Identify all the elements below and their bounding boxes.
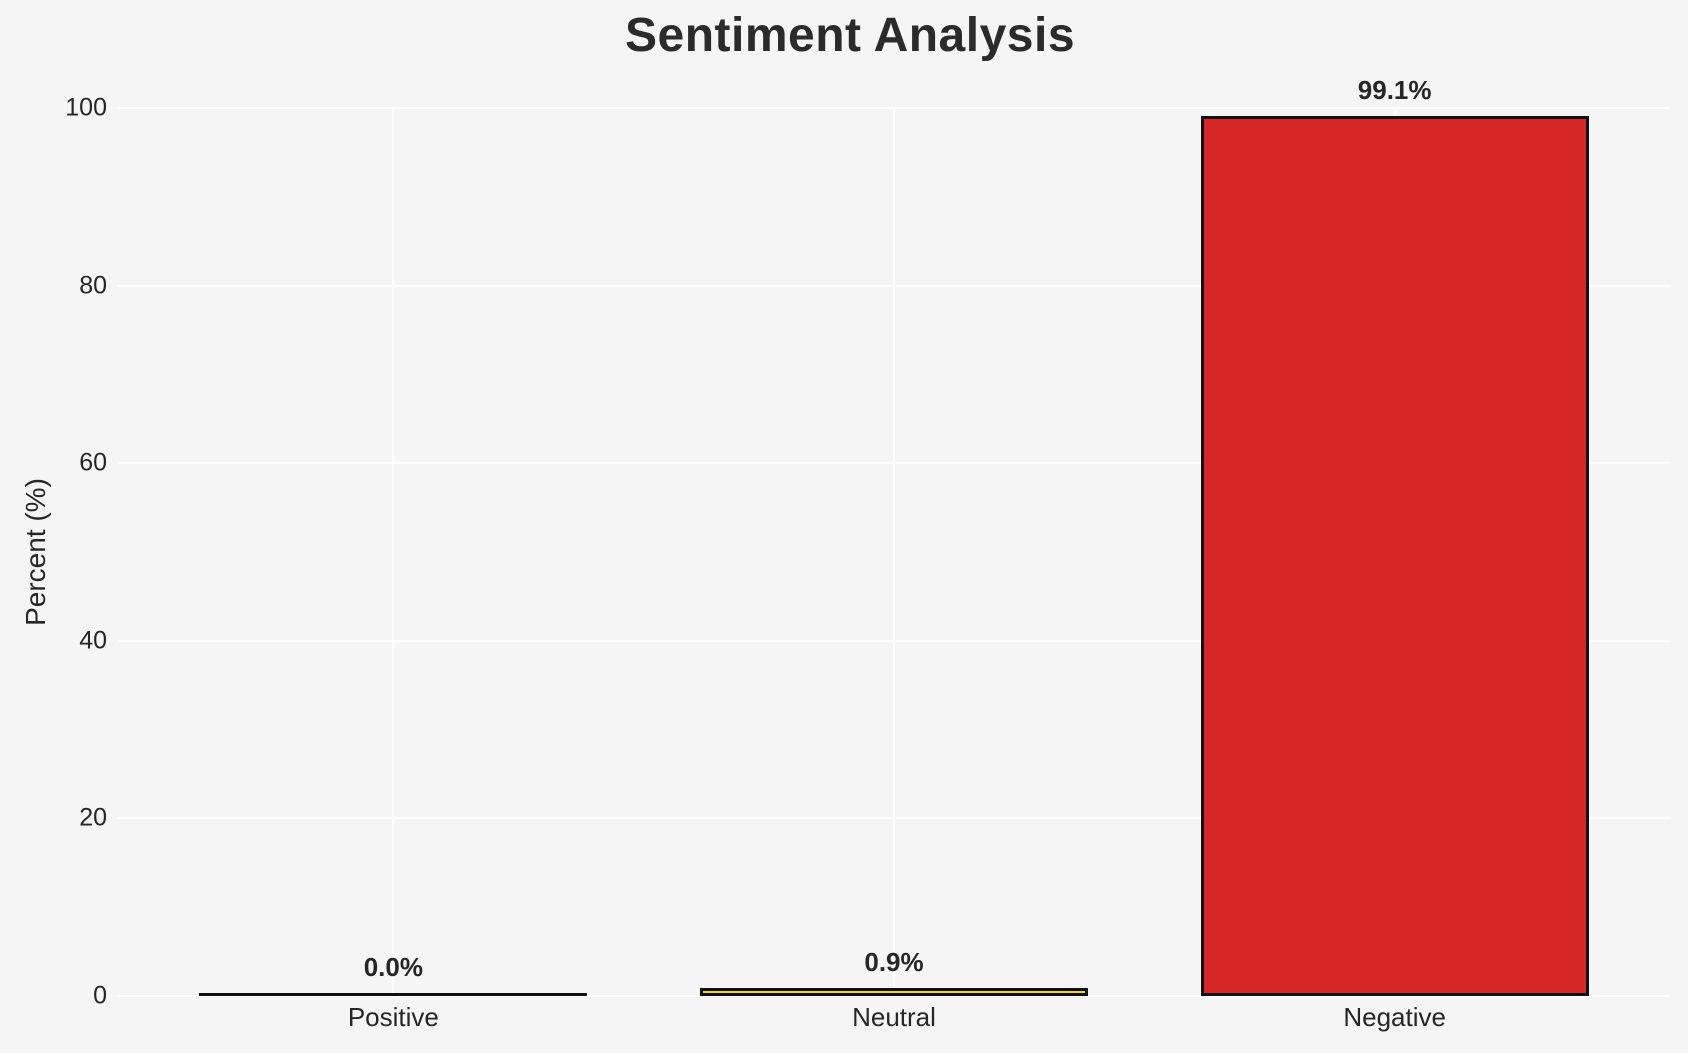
bar-negative: [1200, 116, 1589, 996]
y-tick-label: 40: [79, 626, 107, 655]
gridline-vertical: [893, 108, 895, 996]
x-tick-label: Positive: [347, 1002, 439, 1032]
bar-value-label: 0.9%: [864, 947, 924, 978]
y-axis-ticks: 0 20 40 60 80 100: [0, 94, 107, 1010]
bar-value-label: 0.0%: [363, 952, 423, 982]
y-tick-label: 100: [65, 93, 107, 122]
plot-area: 0.0% 0.9% 99.1%: [118, 75, 1670, 997]
gridline-horizontal: [118, 995, 1670, 997]
x-axis-labels: Positive Neutral Negative: [118, 1002, 1670, 1042]
x-tick-label: Neutral: [852, 1002, 936, 1032]
gridline-vertical: [392, 108, 395, 996]
chart-title: Sentiment Analysis: [624, 9, 1076, 62]
y-tick-label: 0: [93, 981, 107, 1010]
bar-positive: [199, 993, 588, 996]
y-tick-label: 60: [79, 448, 107, 477]
bar-neutral: [700, 988, 1088, 996]
x-tick-label: Negative: [1343, 1002, 1446, 1032]
bar-value-label: 99.1%: [1357, 75, 1432, 105]
y-tick-label: 80: [79, 271, 107, 300]
y-tick-label: 20: [79, 803, 107, 832]
